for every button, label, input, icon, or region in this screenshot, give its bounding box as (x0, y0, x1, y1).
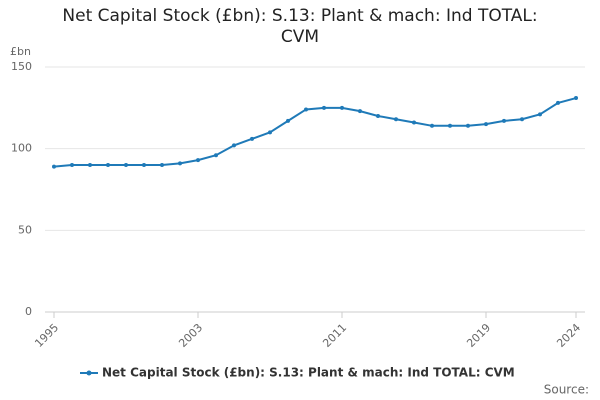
data-point (448, 123, 452, 128)
data-point (394, 117, 398, 122)
x-tick-label: 2019 (464, 321, 493, 350)
data-point (538, 112, 542, 117)
data-point (376, 114, 380, 118)
x-tick-label: 2003 (176, 321, 205, 350)
data-point (178, 161, 182, 166)
data-point (304, 107, 308, 112)
data-point (70, 163, 74, 167)
data-point (160, 163, 164, 167)
data-point (484, 122, 488, 127)
x-tick-label: 2024 (554, 321, 583, 350)
data-point (142, 163, 146, 167)
data-point (214, 153, 218, 158)
data-point (556, 100, 560, 105)
legend-marker (86, 370, 92, 376)
data-point (340, 105, 344, 110)
data-point (196, 158, 200, 163)
y-axis-label: £bn (10, 45, 31, 58)
y-tick-label: 150 (11, 60, 32, 73)
x-tick-label: 2011 (320, 321, 349, 350)
data-point (466, 123, 470, 128)
data-point (286, 118, 290, 123)
data-point (502, 118, 506, 123)
data-point (250, 136, 254, 141)
y-tick-label: 0 (25, 305, 32, 318)
data-point (412, 120, 416, 125)
data-point (430, 123, 434, 128)
chart-title: Net Capital Stock (£bn): S.13: Plant & m… (62, 6, 538, 47)
data-point (268, 130, 272, 135)
data-point (106, 163, 110, 167)
y-tick-label: 50 (18, 223, 32, 236)
data-point (124, 163, 128, 167)
legend-label: Net Capital Stock (£bn): S.13: Plant & m… (102, 366, 515, 380)
source: Source: (544, 383, 589, 397)
series-line (53, 97, 577, 168)
x-tick-label: 1995 (32, 321, 61, 350)
data-point (232, 143, 236, 148)
data-point (52, 164, 56, 169)
data-point (574, 96, 578, 101)
data-point (88, 163, 92, 167)
data-point (358, 109, 362, 114)
data-point (520, 117, 524, 122)
data-point (322, 105, 326, 110)
y-tick-label: 100 (11, 142, 32, 155)
